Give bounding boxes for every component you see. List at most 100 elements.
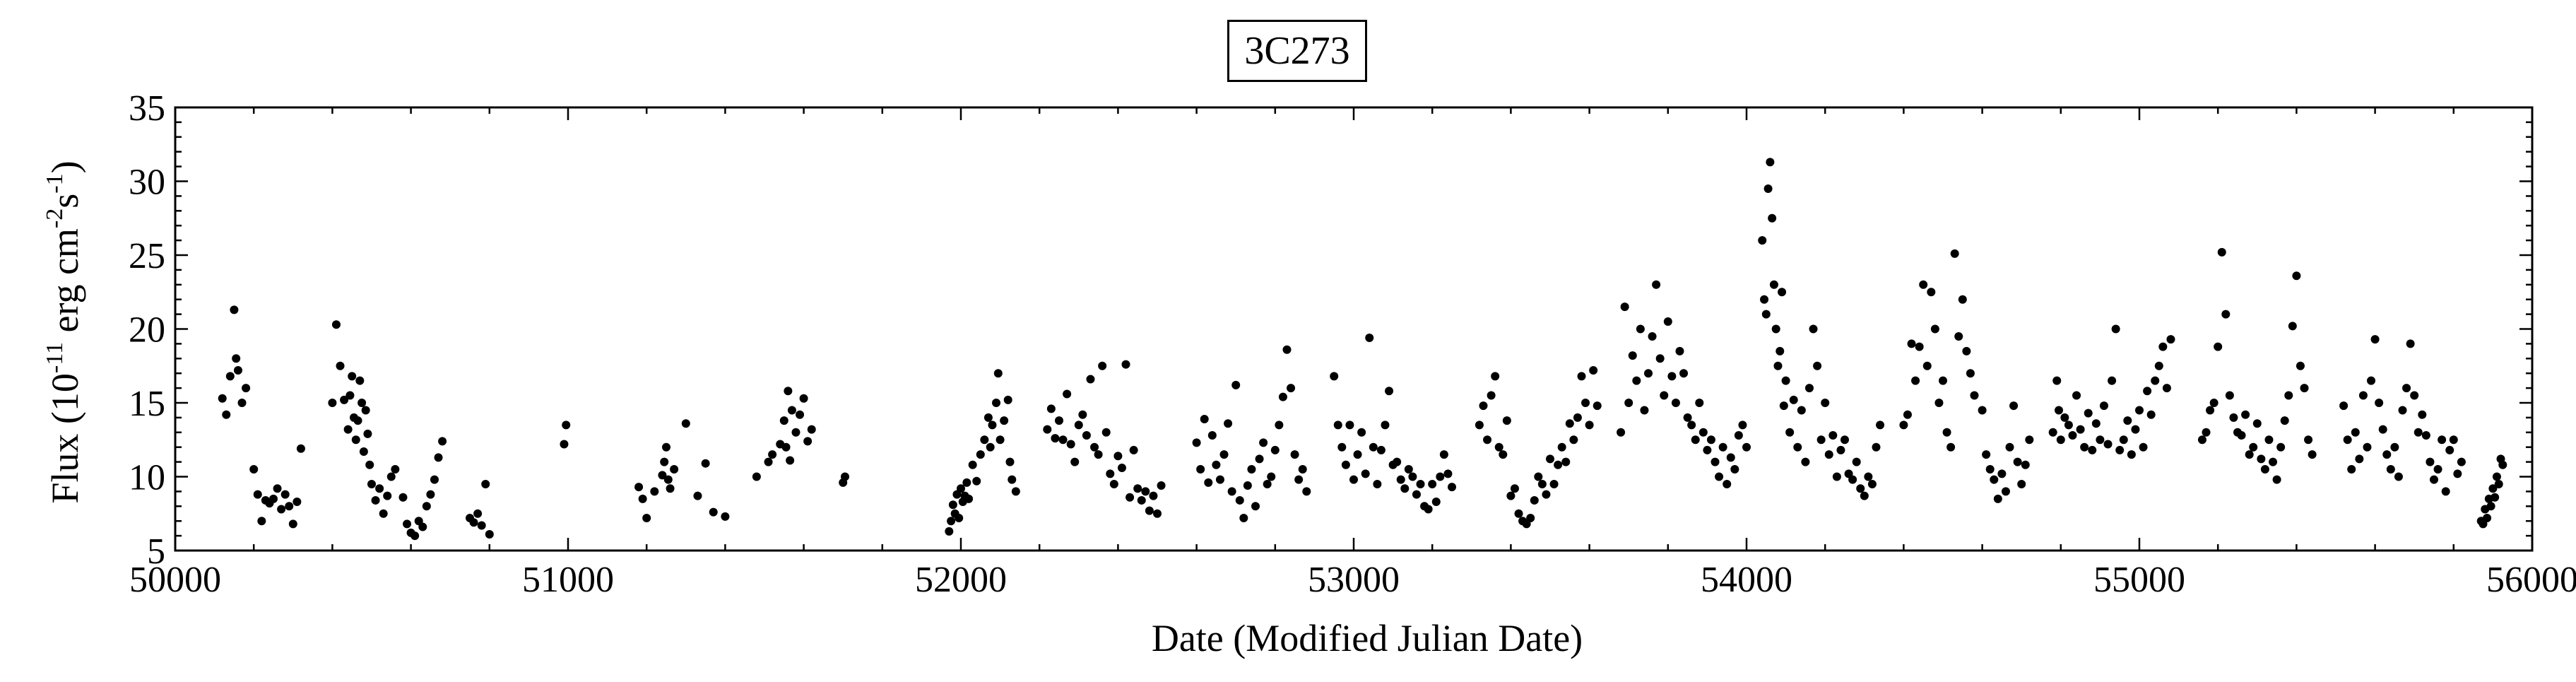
data-point	[964, 494, 974, 503]
data-point	[1565, 419, 1574, 428]
data-point	[1212, 460, 1221, 469]
x-axis-label: Date (Modified Julian Date)	[1151, 617, 1583, 659]
data-point	[363, 429, 372, 438]
data-point	[2375, 399, 2384, 407]
data-point	[1620, 302, 1629, 312]
x-tick-label: 56000	[2486, 560, 2576, 600]
data-point	[980, 435, 989, 445]
data-point	[1005, 457, 1015, 466]
data-point	[2421, 430, 2430, 440]
data-point	[398, 493, 408, 502]
data-point	[2021, 460, 2030, 469]
x-tick-label: 53000	[1308, 560, 1400, 600]
data-point	[1715, 472, 1724, 481]
data-point	[2197, 435, 2206, 445]
data-point	[430, 475, 439, 484]
data-point	[2111, 324, 2120, 334]
data-point	[1070, 457, 1080, 466]
data-point	[2378, 425, 2387, 434]
data-point	[1428, 479, 1437, 488]
data-point	[2096, 435, 2105, 445]
chart-title: 3C273	[1227, 20, 1367, 82]
data-point	[660, 457, 669, 466]
data-point	[2249, 442, 2258, 452]
data-point	[225, 372, 235, 381]
data-point	[1711, 457, 1720, 466]
data-point	[1196, 465, 1205, 474]
data-point	[469, 518, 478, 527]
data-point	[1589, 366, 1598, 375]
data-point	[273, 484, 282, 493]
data-point	[1506, 491, 1516, 500]
data-point	[1066, 440, 1075, 449]
data-point	[1011, 487, 1020, 496]
data-point	[2280, 416, 2289, 425]
data-point	[328, 399, 337, 407]
data-point	[1691, 435, 1700, 445]
data-point	[1502, 416, 1511, 425]
data-point	[1954, 331, 1963, 341]
data-point	[253, 490, 262, 499]
data-point	[2394, 472, 2403, 481]
y-tick-label: 30	[129, 163, 165, 203]
data-point	[2072, 391, 2081, 400]
data-point	[1683, 413, 1692, 422]
data-point	[663, 475, 673, 484]
data-point	[2108, 376, 2117, 385]
data-point	[2217, 247, 2226, 257]
data-point	[249, 465, 259, 474]
data-point	[840, 472, 849, 481]
data-point	[1773, 361, 1783, 370]
data-point	[2363, 442, 2372, 452]
data-point	[426, 490, 435, 499]
data-point	[1946, 442, 1956, 452]
data-point	[1648, 331, 1657, 341]
data-point	[1376, 445, 1386, 454]
data-point	[1287, 384, 1296, 393]
axis-tick-labels: 50000 51000 52000 53000 54000 55000 56000 5 10 15…	[129, 88, 2576, 600]
data-point	[1832, 472, 1841, 481]
data-point	[2056, 435, 2065, 445]
data-point	[1993, 494, 2002, 503]
data-point	[336, 361, 345, 370]
data-point	[1769, 280, 1778, 289]
data-point	[1793, 442, 1802, 452]
axis-ticks	[174, 106, 2534, 552]
data-point	[2449, 435, 2458, 445]
data-point	[2252, 419, 2262, 428]
data-point	[1730, 465, 1739, 474]
data-point	[1227, 487, 1236, 496]
data-point	[1836, 445, 1845, 454]
data-point	[230, 305, 239, 314]
data-point	[379, 509, 388, 518]
data-point	[1561, 457, 1571, 466]
data-point	[1675, 346, 1684, 355]
data-point	[2367, 376, 2376, 385]
data-point	[1275, 421, 1284, 430]
data-point	[1939, 376, 1947, 385]
data-point	[1101, 428, 1111, 437]
data-point	[2154, 361, 2163, 370]
data-point	[1867, 479, 1877, 488]
data-point	[1876, 421, 1885, 430]
data-point	[1763, 184, 1773, 193]
data-point	[2099, 401, 2108, 411]
data-point	[485, 530, 494, 539]
data-point	[2284, 391, 2293, 400]
data-point	[1051, 434, 1060, 443]
data-point	[418, 522, 427, 531]
data-point	[1781, 376, 1790, 385]
data-point	[1632, 376, 1641, 385]
data-point	[269, 494, 278, 503]
data-point	[1294, 475, 1304, 484]
data-point	[2491, 493, 2500, 502]
data-point	[1090, 442, 1099, 452]
data-point	[1797, 406, 1806, 415]
data-point	[1726, 453, 1735, 462]
data-point	[955, 514, 964, 523]
data-point	[1251, 502, 1260, 511]
y-tick-label: 35	[129, 88, 165, 129]
data-point	[1930, 324, 1939, 334]
data-point	[1542, 490, 1551, 499]
data-point	[1278, 392, 1287, 401]
